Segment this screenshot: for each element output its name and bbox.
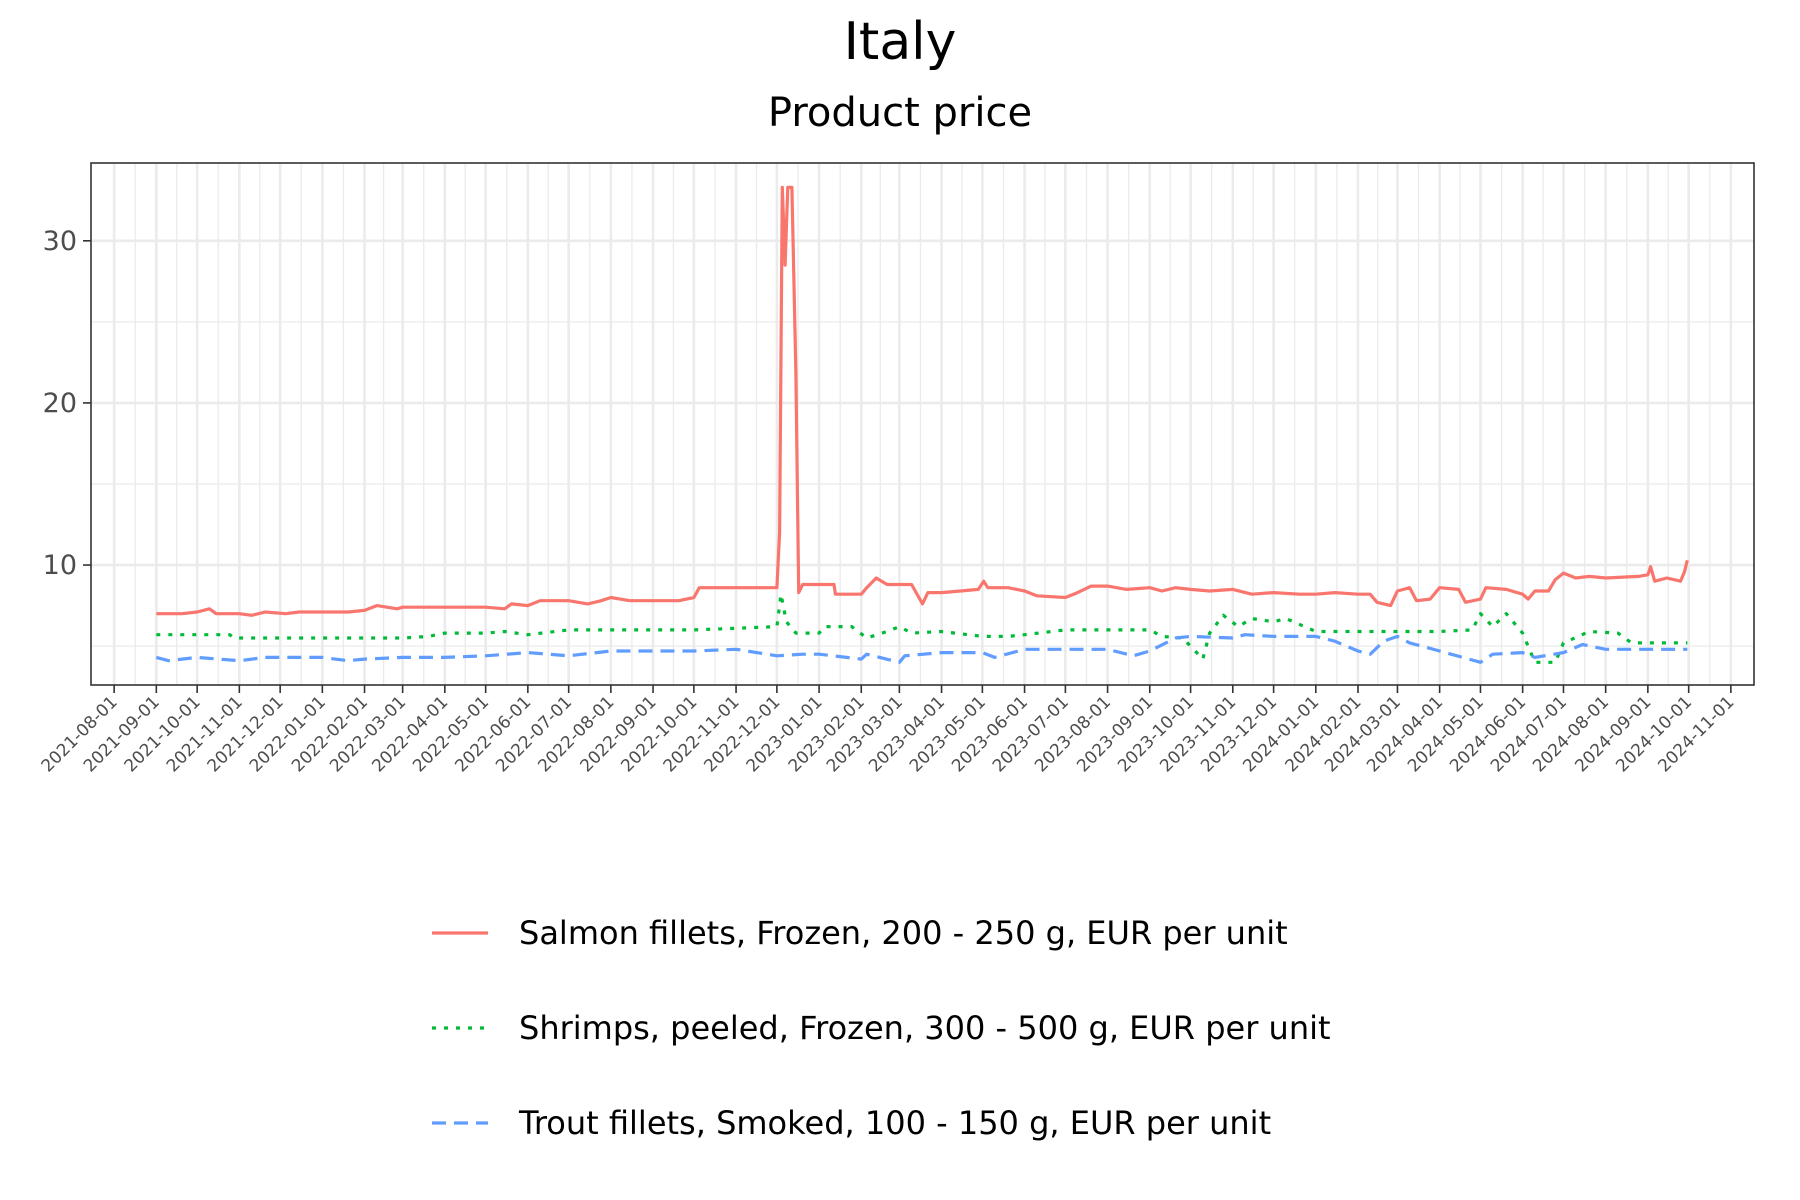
plot-panel	[91, 163, 1754, 685]
grid-lines	[91, 163, 1754, 685]
legend-label-3: Trout fillets, Smoked, 100 - 150 g, EUR …	[518, 1104, 1271, 1142]
y-tick-label: 10	[43, 550, 77, 581]
x-axis: 2021-08-012021-09-012021-10-012021-11-01…	[38, 685, 1738, 776]
series-lines	[155, 185, 1689, 664]
legend-label-1: Salmon fillets, Frozen, 200 - 250 g, EUR…	[519, 914, 1288, 952]
plot-border	[90, 162, 1755, 686]
y-tick-label: 30	[43, 226, 77, 257]
legend-label-2: Shrimps, peeled, Frozen, 300 - 500 g, EU…	[519, 1009, 1331, 1047]
y-axis: 10 20 30	[43, 226, 91, 581]
y-tick-label: 20	[43, 388, 77, 419]
series-line-3	[155, 633, 1688, 664]
series-line-1	[156, 185, 1689, 617]
chart-subtitle: Product price	[767, 90, 1033, 136]
chart-title: Italy	[843, 12, 957, 72]
legend: Salmon fillets, Frozen, 200 - 250 g, EUR…	[432, 914, 1331, 1142]
